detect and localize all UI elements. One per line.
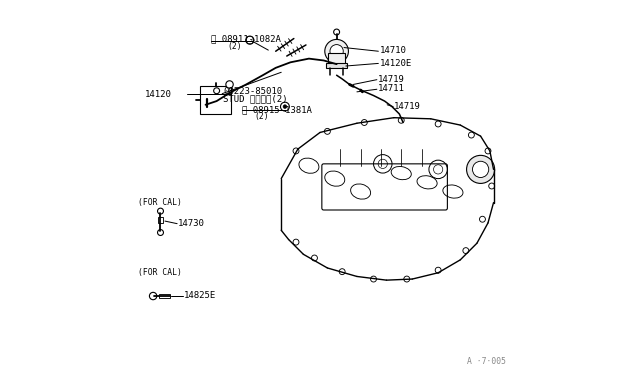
Text: 14730: 14730 xyxy=(178,219,205,228)
Text: 08223-85010: 08223-85010 xyxy=(223,87,282,96)
Circle shape xyxy=(149,292,157,300)
Text: (FOR CAL): (FOR CAL) xyxy=(138,268,182,277)
Text: 14711: 14711 xyxy=(378,84,404,93)
Circle shape xyxy=(398,117,404,123)
Circle shape xyxy=(435,267,441,273)
Circle shape xyxy=(435,121,441,127)
Bar xyxy=(159,294,170,298)
Circle shape xyxy=(324,128,330,134)
Text: A ·7·005: A ·7·005 xyxy=(467,357,506,366)
Bar xyxy=(326,63,347,68)
Circle shape xyxy=(467,155,495,183)
Text: 14710: 14710 xyxy=(380,46,406,55)
Text: 14120E: 14120E xyxy=(380,58,412,68)
Text: 14120: 14120 xyxy=(145,90,172,99)
Text: 14719: 14719 xyxy=(378,75,404,84)
Circle shape xyxy=(339,269,345,275)
Bar xyxy=(328,53,345,64)
Circle shape xyxy=(293,239,299,245)
Circle shape xyxy=(472,161,489,177)
Circle shape xyxy=(479,216,485,222)
Circle shape xyxy=(214,88,220,94)
Text: 14825E: 14825E xyxy=(184,291,216,300)
Circle shape xyxy=(489,183,495,189)
Text: (FOR CAL): (FOR CAL) xyxy=(138,198,182,207)
Circle shape xyxy=(312,255,317,261)
Text: STUD スタッド(2): STUD スタッド(2) xyxy=(223,94,288,103)
Circle shape xyxy=(371,276,376,282)
Circle shape xyxy=(333,29,340,35)
Circle shape xyxy=(226,81,233,88)
Circle shape xyxy=(468,132,474,138)
Circle shape xyxy=(283,105,287,109)
Circle shape xyxy=(157,208,163,214)
Bar xyxy=(158,217,163,223)
Bar xyxy=(200,86,232,114)
Circle shape xyxy=(362,119,367,125)
Text: Ⓝ 08911-1082A: Ⓝ 08911-1082A xyxy=(211,35,281,44)
Circle shape xyxy=(463,248,468,254)
Text: (2): (2) xyxy=(255,112,269,121)
Text: 14719: 14719 xyxy=(394,103,420,112)
Circle shape xyxy=(293,148,299,154)
Circle shape xyxy=(324,39,348,63)
Circle shape xyxy=(330,45,343,58)
Circle shape xyxy=(157,230,163,235)
Text: (2): (2) xyxy=(227,42,241,51)
Text: Ⓦ 08915-1381A: Ⓦ 08915-1381A xyxy=(242,105,312,114)
Circle shape xyxy=(485,148,491,154)
Circle shape xyxy=(404,276,410,282)
